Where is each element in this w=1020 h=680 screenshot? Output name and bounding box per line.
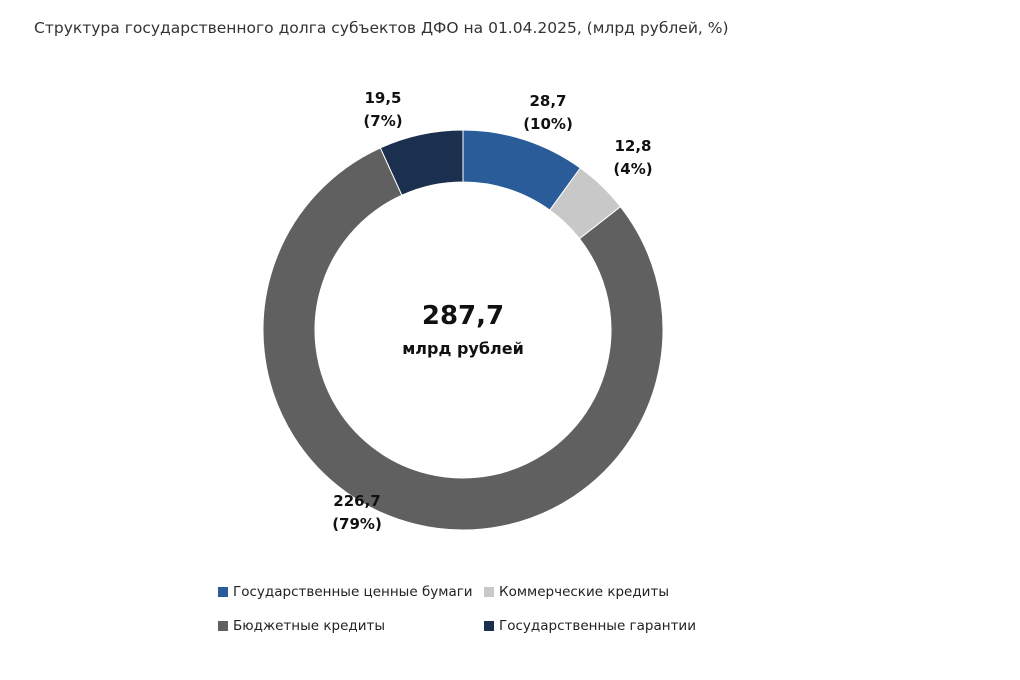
slice-percent-label-securities: (10%) bbox=[523, 115, 573, 133]
legend-label-budget: Бюджетные кредиты bbox=[233, 618, 386, 634]
labels-layer: 28,7 (10%) 12,8 (4%) 226,7 (79%) 19,5 (7%) bbox=[332, 89, 652, 533]
donut-slice-budget bbox=[262, 147, 664, 531]
chart-title: Структура государственного долга субъект… bbox=[34, 19, 729, 37]
legend-label-guarantees: Государственные гарантии bbox=[499, 618, 696, 634]
legend-item-guarantees: Государственные гарантии bbox=[484, 618, 696, 634]
legend-swatch-budget bbox=[218, 621, 228, 631]
slice-value-label-commercial: 12,8 bbox=[614, 137, 651, 155]
donut-slice-guarantees bbox=[379, 129, 464, 196]
legend-swatch-securities bbox=[218, 587, 228, 597]
slice-percent-label-guarantees: (7%) bbox=[363, 112, 402, 130]
legend-item-commercial: Коммерческие кредиты bbox=[484, 584, 669, 600]
center-total-unit: млрд рублей bbox=[402, 339, 524, 358]
center-total-value: 287,7 bbox=[422, 301, 504, 331]
slice-value-label-securities: 28,7 bbox=[529, 92, 566, 110]
slice-percent-label-commercial: (4%) bbox=[613, 160, 652, 178]
slices-layer bbox=[262, 129, 664, 531]
legend-item-budget: Бюджетные кредиты bbox=[218, 618, 385, 634]
legend-item-securities: Государственные ценные бумаги bbox=[218, 584, 473, 600]
slice-value-label-budget: 226,7 bbox=[333, 492, 380, 510]
legend-label-securities: Государственные ценные бумаги bbox=[233, 584, 473, 600]
slice-percent-label-budget: (79%) bbox=[332, 515, 382, 533]
legend-swatch-guarantees bbox=[484, 621, 494, 631]
legend-swatch-commercial bbox=[484, 587, 494, 597]
slice-value-label-guarantees: 19,5 bbox=[364, 89, 401, 107]
legend-label-commercial: Коммерческие кредиты bbox=[499, 584, 669, 600]
